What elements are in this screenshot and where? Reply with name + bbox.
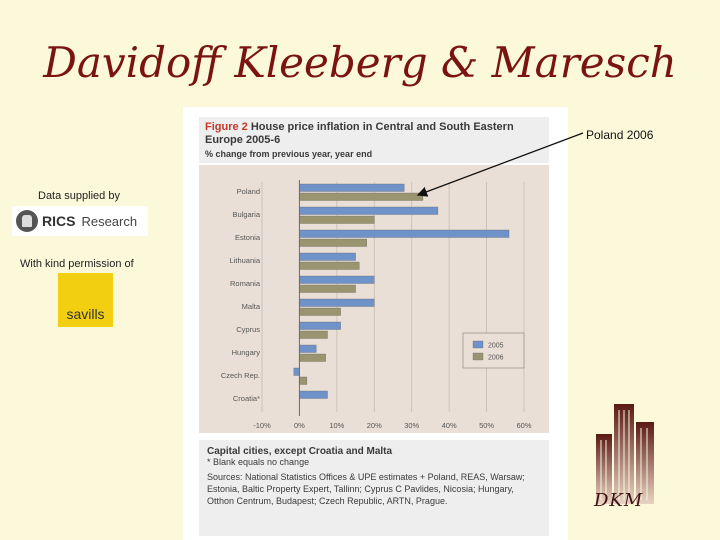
bar-2006-estonia (299, 238, 367, 247)
bar-2006-cyprus (299, 330, 328, 339)
rics-emblem-icon (16, 210, 38, 232)
x-tick-label: -10% (253, 421, 271, 430)
figure-title-text: House price inflation in Central and Sou… (205, 121, 514, 146)
bar-2005-romania (299, 275, 375, 284)
savills-logo: savills (58, 273, 113, 327)
dkm-logo-text: DKM (594, 490, 644, 511)
category-label: Poland (237, 187, 260, 196)
savills-logo-text: savills (66, 306, 105, 322)
bar-2005-croatia (299, 390, 328, 399)
x-tick-label: 30% (404, 421, 419, 430)
figure-notes: Capital cities, except Croatia and Malta… (199, 440, 549, 536)
bar-2006-bulgaria (299, 215, 375, 224)
legend-box (462, 332, 525, 369)
x-tick-label: 20% (367, 421, 382, 430)
data-supplied-label: Data supplied by (38, 190, 120, 202)
figure-subtitle: % change from previous year, year end (205, 149, 373, 159)
notes-sources: Sources: National Statistics Offices & U… (207, 472, 525, 506)
bar-2005-lithuania (299, 252, 356, 261)
notes-line2: * Blank equals no change (207, 457, 310, 467)
page-title: Davidoff Kleeberg & Maresch (43, 38, 677, 87)
bar-2006-czechrep (299, 376, 308, 385)
bar-2005-estonia (299, 229, 510, 238)
x-tick-label: 0% (294, 421, 305, 430)
notes-line1: Capital cities, except Croatia and Malta (207, 446, 393, 457)
rics-research-logo: RICS Research (12, 206, 148, 236)
category-label: Croatia* (233, 394, 260, 403)
legend-label-2005: 2005 (488, 343, 504, 350)
bar-2005-malta (299, 298, 375, 307)
bar-2005-cyprus (299, 321, 341, 330)
legend-swatch-2006 (472, 352, 484, 361)
x-tick-label: 40% (442, 421, 457, 430)
bar-2006-hungary (299, 353, 326, 362)
bar-2006-poland (299, 192, 424, 201)
x-tick-label: 50% (479, 421, 494, 430)
legend-label-2006: 2006 (488, 355, 504, 362)
bar-2005-poland (299, 183, 405, 192)
callout-arrow (416, 132, 584, 197)
category-label: Hungary (232, 348, 261, 357)
legend-swatch-2005 (472, 340, 484, 349)
bar-2006-malta (299, 307, 341, 316)
bar-2006-lithuania (299, 261, 360, 270)
figure-number: Figure 2 (205, 121, 248, 133)
bar-2005-bulgaria (299, 206, 439, 215)
category-label: Romania (230, 279, 261, 288)
category-label: Lithuania (230, 256, 261, 265)
category-label: Cyprus (236, 325, 260, 334)
category-label: Bulgaria (232, 210, 260, 219)
figure-header: Figure 2 House price inflation in Centra… (199, 117, 549, 163)
rics-logo-word: RICS (42, 213, 76, 229)
rics-logo-sub: Research (81, 213, 138, 229)
category-label: Estonia (235, 233, 261, 242)
poland-2006-callout: Poland 2006 (586, 128, 654, 142)
x-tick-label: 10% (329, 421, 344, 430)
bar-2005-czechrep (293, 367, 300, 376)
bar-2006-romania (299, 284, 356, 293)
category-label: Czech Rep. (221, 371, 260, 380)
x-tick-label: 60% (516, 421, 531, 430)
figure-title: Figure 2 House price inflation in Centra… (205, 121, 535, 147)
dkm-logo-icon (596, 404, 654, 504)
permission-label: With kind permission of (20, 258, 134, 270)
category-label: Malta (242, 302, 261, 311)
bar-2005-hungary (299, 344, 317, 353)
